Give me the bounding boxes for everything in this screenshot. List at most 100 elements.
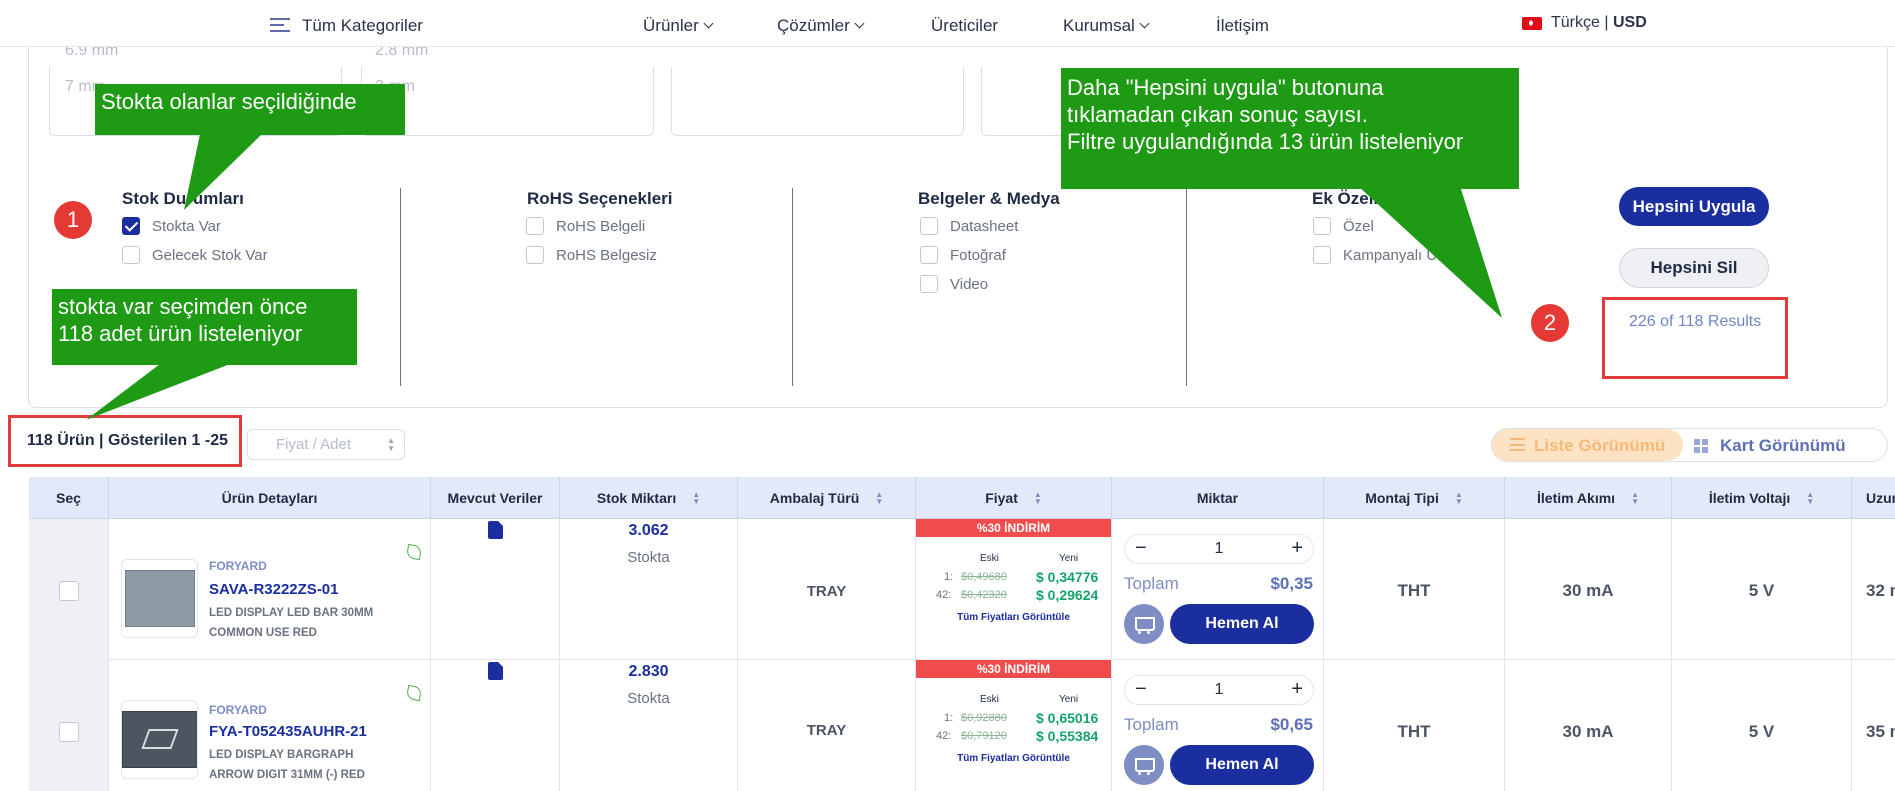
part-number-link[interactable]: SAVA-R3222ZS-01 [209,581,339,598]
checkbox-icon[interactable] [1313,217,1331,235]
sort-icon: ▲ ▼ [1454,490,1463,506]
filter-box-3[interactable] [671,67,964,136]
stock-label: Stokta [627,690,670,707]
brand-name[interactable]: FORYARD [209,559,267,573]
apply-all-button[interactable]: Hepsini Uygula [1619,187,1769,226]
checkbox-icon[interactable] [122,246,140,264]
stock-label: Stokta [627,549,670,566]
old-price: $0,92880 [961,712,1007,724]
part-number-link[interactable]: FYA-T052435AUHR-21 [209,723,367,740]
new-price: $ 0,34776 [1036,569,1099,585]
nav-item-manufacturers[interactable]: Üreticiler [931,16,999,35]
forward-voltage: 5 V [1748,581,1775,600]
header-label: İletim Akımı [1537,490,1616,506]
nav-all-categories[interactable]: Tüm Kategoriler [302,16,423,35]
clear-all-button[interactable]: Hepsini Sil [1619,248,1769,288]
checkbox-icon[interactable] [526,246,544,264]
discount-badge: %30 İNDİRİM [916,660,1111,678]
header-package-type[interactable]: Ambalaj Türü ▲ ▼ [738,477,916,519]
plus-icon[interactable]: + [1291,678,1303,700]
old-price: $0,42320 [961,589,1007,601]
header-length: Uzunluk [1866,490,1895,506]
card-view-button[interactable]: Kart Görünümü [1694,436,1846,456]
checkbox-label: Video [950,275,989,293]
available-data-cell [431,519,560,660]
quantity-cell: − 1 + Toplam $0,35 Hemen Al [1112,519,1324,660]
nav-item-label: Kurumsal [1063,16,1135,35]
pdf-icon[interactable] [488,662,503,680]
checkbox-icon[interactable] [920,275,938,293]
checkbox-icon[interactable] [1313,246,1331,264]
divider [400,188,401,386]
quantity-value[interactable]: 1 [1214,540,1224,557]
row-checkbox[interactable] [59,722,79,742]
discount-badge: %30 İNDİRİM [916,519,1111,537]
language-label: Türkçe [1551,14,1600,31]
checkbox-icon[interactable] [920,217,938,235]
sort-select[interactable]: Fiyat / Adet ▲ ▼ [247,429,405,460]
cart-icon[interactable] [1124,604,1164,644]
language-currency-selector[interactable]: Türkçe | USD [1551,14,1647,32]
sort-icon: ▲ ▼ [1806,490,1815,506]
minus-icon[interactable]: − [1135,678,1147,700]
buy-now-button[interactable]: Hemen Al [1170,604,1314,644]
header-price[interactable]: Fiyat ▲ ▼ [916,477,1112,519]
quantity-cell: − 1 + Toplam $0,65 Hemen Al [1112,660,1324,791]
checkbox-checked-icon[interactable] [122,217,140,235]
cart-icon[interactable] [1124,745,1164,785]
new-price: $ 0,29624 [1036,587,1099,603]
checkbox-photo[interactable]: Fotoğraf [920,246,1006,264]
checkbox-datasheet[interactable]: Datasheet [920,217,1018,235]
header-quantity: Miktar [1112,477,1324,519]
separator: | [1604,14,1613,31]
checkbox-rohs-certified[interactable]: RoHS Belgeli [526,217,645,235]
current-cell: 30 mA [1505,519,1672,660]
header-stock-quantity[interactable]: Stok Miktarı ▲ ▼ [560,477,738,519]
checkbox-campaign[interactable]: Kampanyalı Ürün [1313,246,1459,264]
forward-current: 30 mA [1562,581,1614,600]
all-prices-link[interactable]: Tüm Fiyatları Görüntüle [957,753,1070,764]
product-image[interactable] [121,700,198,779]
package-cell: TRAY [738,519,916,660]
total-value: $0,65 [1270,715,1313,734]
minus-icon[interactable]: − [1135,537,1147,559]
checkbox-icon[interactable] [920,246,938,264]
voltage-cell: 5 V [1672,660,1852,791]
all-prices-link[interactable]: Tüm Fiyatları Görüntüle [957,612,1070,623]
annotation-callout-1: Stokta olanlar seçildiğinde [95,84,405,135]
current-cell: 30 mA [1505,660,1672,791]
old-price: $0,79120 [961,730,1007,742]
nav-item-corporate[interactable]: Kurumsal [1063,16,1150,36]
checkbox-video[interactable]: Video [920,275,988,293]
nav-item-solutions[interactable]: Çözümler [777,16,865,36]
checkbox-rohs-uncertified[interactable]: RoHS Belgesiz [526,246,657,264]
header-forward-voltage[interactable]: İletim Voltajı ▲ ▼ [1672,477,1852,519]
menu-icon[interactable] [270,18,290,32]
checkbox-special[interactable]: Özel [1313,217,1374,235]
currency-label: USD [1612,14,1647,31]
header-forward-current[interactable]: İletim Akımı ▲ ▼ [1505,477,1672,519]
pdf-icon[interactable] [488,521,503,539]
sort-arrows-icon: ▲ ▼ [387,436,395,453]
quantity-stepper[interactable]: − 1 + [1124,675,1314,705]
header-product-details: Ürün Detayları [109,477,431,519]
quantity-stepper[interactable]: − 1 + [1124,534,1314,564]
length-value: 32 mm [1866,581,1895,600]
checkbox-future-stock[interactable]: Gelecek Stok Var [122,246,268,264]
filter-box-2[interactable] [361,67,654,136]
nav-item-contact[interactable]: İletişim [1216,16,1269,35]
brand-name[interactable]: FORYARD [209,703,267,717]
checkbox-icon[interactable] [526,217,544,235]
checkbox-in-stock[interactable]: Stokta Var [122,217,221,235]
available-data-cell [431,660,560,791]
list-view-button[interactable]: Liste Görünümü [1492,429,1683,461]
forward-voltage: 5 V [1748,722,1775,741]
nav-item-products[interactable]: Ürünler [643,16,714,36]
buy-now-button[interactable]: Hemen Al [1170,745,1314,785]
plus-icon[interactable]: + [1291,537,1303,559]
product-image[interactable] [121,559,198,638]
checkbox-label: Stokta Var [152,217,221,235]
header-mount-type[interactable]: Montaj Tipi ▲ ▼ [1324,477,1505,519]
row-checkbox[interactable] [59,581,79,601]
quantity-value[interactable]: 1 [1214,681,1224,698]
